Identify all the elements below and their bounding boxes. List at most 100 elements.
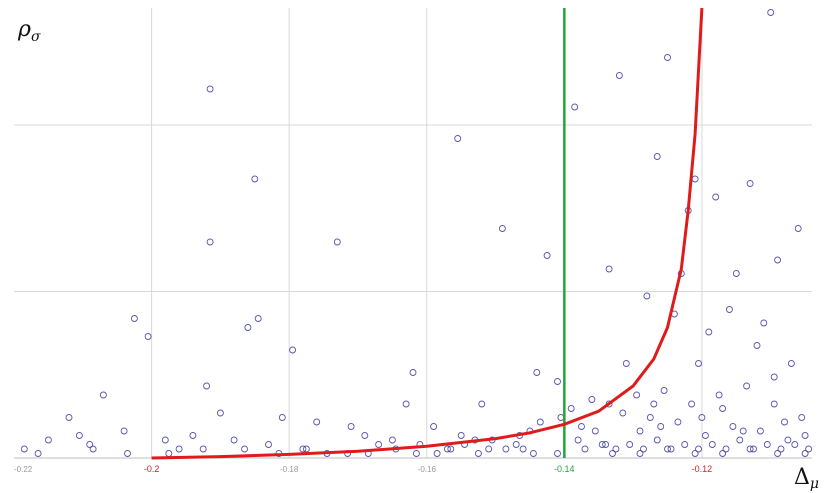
data-point [502, 445, 510, 453]
data-point [770, 373, 778, 381]
data-point [650, 400, 658, 408]
data-point [746, 180, 754, 187]
data-point [581, 445, 589, 453]
data-point [674, 418, 682, 426]
data-point [622, 360, 630, 367]
data-point [454, 135, 462, 142]
data-point [433, 450, 441, 457]
x-tick-label: -0.2 [144, 464, 160, 474]
data-point [691, 450, 699, 457]
x-tick-label: -0.22 [14, 465, 33, 474]
data-point [375, 441, 383, 448]
data-point [388, 436, 396, 444]
data-point [681, 441, 689, 448]
data-point [636, 450, 644, 457]
data-point [254, 315, 262, 322]
data-point [801, 432, 809, 439]
data-point [519, 445, 527, 453]
data-point [722, 445, 730, 453]
data-point [653, 153, 661, 160]
data-point [175, 445, 183, 453]
tick-labels: -0.2 -0.12 -0.14 -0.22 -0.18 -0.16 [14, 464, 712, 474]
data-point [554, 450, 561, 457]
data-point [691, 175, 699, 183]
data-point [588, 396, 596, 403]
data-point [794, 225, 802, 232]
data-point [791, 441, 799, 448]
data-point [695, 360, 702, 367]
data-point [719, 450, 727, 457]
data-point [120, 427, 128, 435]
data-point [774, 256, 782, 264]
data-point [705, 328, 713, 336]
data-point [715, 391, 723, 399]
data-point [485, 445, 493, 453]
data-point [34, 450, 42, 457]
data-point [753, 342, 761, 349]
data-point [805, 445, 813, 453]
data-point [767, 9, 775, 16]
data-point [660, 387, 668, 394]
data-point [787, 360, 795, 367]
data-point [361, 432, 369, 439]
data-point [729, 423, 737, 430]
data-point [657, 423, 665, 430]
x-axis-label: Δμ [794, 465, 819, 492]
data-point [633, 391, 641, 399]
data-point [602, 441, 610, 448]
data-point [289, 346, 297, 354]
data-point [447, 445, 455, 453]
data-point [313, 418, 321, 426]
data-point [774, 450, 782, 457]
data-point [206, 85, 214, 93]
data-point [44, 436, 52, 444]
data-point [65, 414, 73, 421]
data-point [770, 400, 778, 408]
data-point [278, 414, 286, 421]
data-point [605, 265, 613, 273]
data-point [763, 441, 771, 448]
data-point [554, 378, 561, 385]
data-point [612, 445, 620, 453]
data-point [739, 427, 747, 435]
data-point [801, 450, 809, 457]
data-point [533, 369, 541, 376]
data-point [653, 436, 661, 444]
data-point [591, 427, 599, 435]
data-point [430, 423, 438, 430]
data-point [512, 441, 520, 448]
data-point [443, 445, 451, 453]
data-point [640, 445, 647, 453]
data-point [636, 427, 644, 435]
data-point [402, 400, 410, 408]
data-point [701, 432, 709, 439]
data-point [241, 445, 248, 453]
data-point [199, 445, 207, 453]
data-point [457, 432, 465, 439]
data-point [302, 445, 310, 453]
data-point [75, 432, 83, 439]
data-point [609, 450, 616, 457]
data-point [781, 418, 788, 426]
data-point [743, 382, 751, 390]
data-point [798, 414, 806, 421]
data-point [265, 441, 272, 448]
data-point [667, 445, 675, 453]
data-point [567, 405, 575, 412]
data-point [736, 436, 744, 444]
data-point [688, 400, 696, 408]
x-tick-label: -0.14 [554, 464, 575, 474]
x-tick-label: -0.18 [280, 465, 299, 474]
data-point [746, 445, 754, 453]
data-point [643, 292, 651, 300]
x-tick-label: -0.16 [418, 465, 437, 474]
data-point [543, 252, 551, 259]
data-point [161, 436, 169, 444]
data-point [557, 414, 565, 421]
data-point [777, 445, 785, 453]
data-point [251, 175, 259, 183]
data-point [206, 238, 214, 246]
data-point [189, 432, 197, 439]
data-point [664, 54, 671, 61]
data-point [784, 436, 792, 444]
